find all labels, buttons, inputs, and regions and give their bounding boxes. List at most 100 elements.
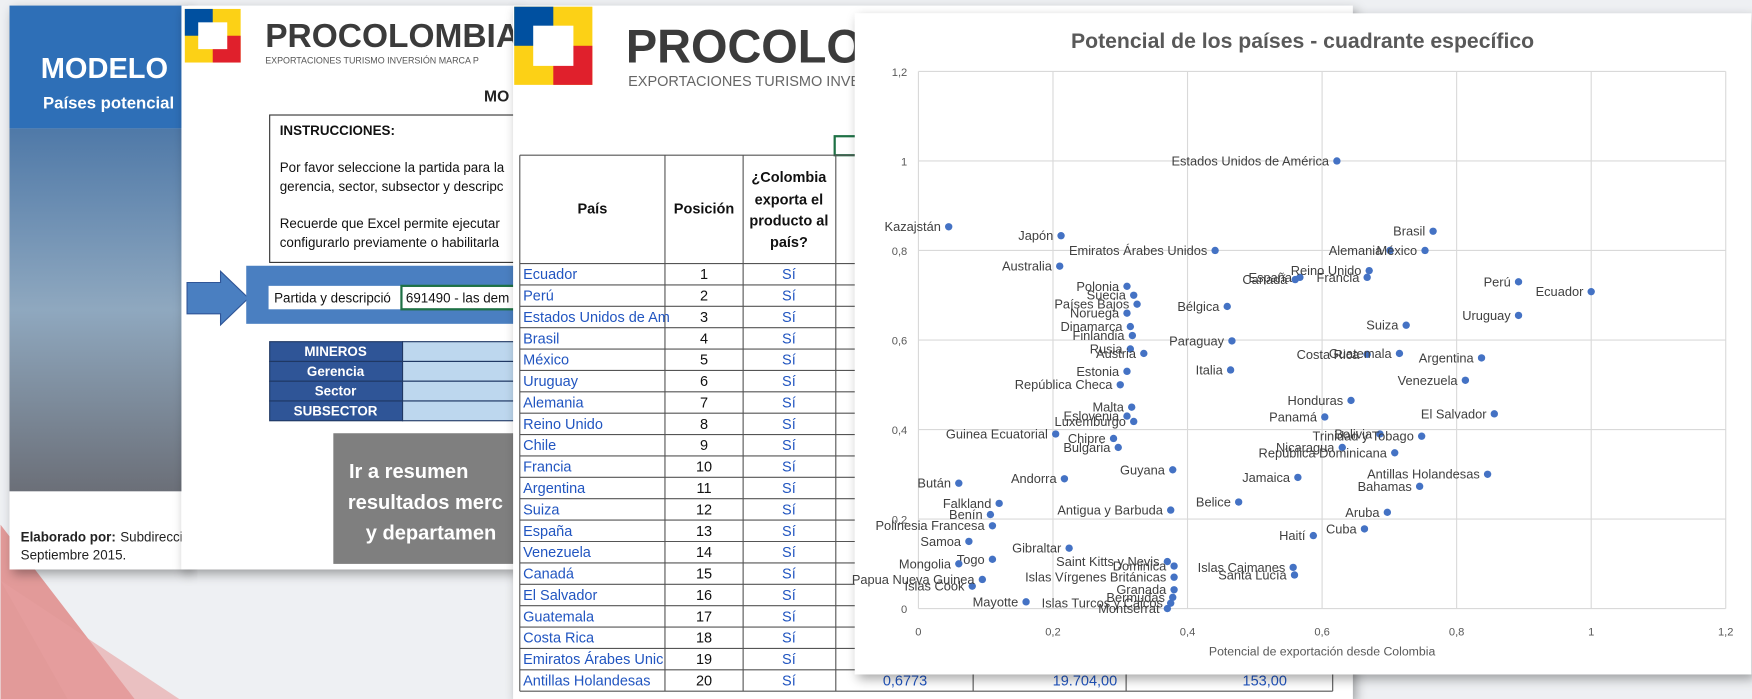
point	[1347, 397, 1354, 404]
point-label: Honduras	[1288, 393, 1344, 408]
point	[1515, 278, 1522, 285]
y-tick-label: 0	[901, 604, 907, 616]
point	[1061, 475, 1068, 482]
point	[1491, 410, 1498, 417]
point-label: Jamaica	[1242, 470, 1291, 485]
instruction-line: INSTRUCCIONES:	[280, 123, 395, 138]
logo-text: PROCOLO	[626, 21, 863, 73]
selector-value[interactable]: 691490 - las dem	[406, 291, 509, 306]
point	[1588, 288, 1595, 295]
country-link[interactable]: Reino Unido	[523, 417, 603, 433]
field-label: MINEROS	[304, 344, 367, 359]
point-label: Brasil	[1393, 224, 1425, 239]
country-link[interactable]: Brasil	[523, 331, 559, 347]
screenshot: MODELOPaíses potencialElaborado por:Subd…	[0, 0, 1752, 699]
point	[1170, 574, 1177, 581]
exports: Sí	[782, 310, 796, 326]
point	[1429, 228, 1436, 235]
point-label: Italia	[1196, 362, 1224, 377]
exports: Sí	[782, 631, 796, 647]
country-link[interactable]: México	[523, 353, 569, 369]
button-text[interactable]: resultados merc	[348, 492, 503, 514]
country-link[interactable]: España	[523, 524, 573, 540]
field-value-cell[interactable]	[403, 342, 517, 362]
country-link[interactable]: Suiza	[523, 502, 560, 518]
point-label: Falkland	[943, 496, 992, 511]
country-link[interactable]: Ecuador	[523, 267, 577, 283]
tagline: EXPORTACIONES TURISMO INVERSIÓN MARCA P	[265, 56, 479, 66]
point	[1117, 381, 1124, 388]
field-value-cell[interactable]	[403, 361, 517, 381]
point	[1227, 366, 1234, 373]
exports: Sí	[782, 481, 796, 497]
position: 10	[696, 460, 712, 476]
point-label: Belice	[1196, 494, 1231, 509]
point	[1130, 292, 1137, 299]
x-tick-label: 0	[915, 626, 921, 638]
position: 19	[696, 652, 712, 668]
point	[1129, 332, 1136, 339]
excel-sheet: PROCOLOMBIAEXPORTACIONES TURISMO INVERSI…	[181, 6, 525, 570]
field-value-cell[interactable]	[403, 401, 517, 421]
x-axis-label: Potencial de exportación desde Colombia	[1209, 644, 1436, 658]
point-label: Emiratos Árabes Unidos	[1069, 243, 1207, 258]
point-label: Mayotte	[973, 594, 1019, 609]
exports: Sí	[782, 524, 796, 540]
position: 16	[696, 588, 712, 604]
point	[1515, 312, 1522, 319]
position: 5	[700, 353, 708, 369]
country-link[interactable]: El Salvador	[523, 588, 597, 604]
point-label: Polinesia Francesa	[876, 518, 986, 533]
point-label: Guatemala	[1329, 346, 1393, 361]
point-label: Antigua y Barbuda	[1057, 503, 1163, 518]
country-link[interactable]: Uruguay	[523, 374, 579, 390]
position: 2	[700, 289, 708, 305]
country-link[interactable]: Antillas Holandesas	[523, 673, 650, 689]
point	[1133, 301, 1140, 308]
point	[1363, 274, 1370, 281]
position: 17	[696, 609, 712, 625]
slide-title: MODELO	[41, 53, 168, 85]
exports: Sí	[782, 438, 796, 454]
slide-photo	[10, 128, 189, 491]
point	[1052, 430, 1059, 437]
point-label: Gibraltar	[1012, 541, 1062, 556]
point	[1164, 605, 1171, 612]
position: 11	[697, 481, 712, 497]
position: 15	[696, 567, 712, 583]
button-text[interactable]: Ir a resumen	[349, 461, 468, 483]
field-value-cell[interactable]	[403, 381, 517, 401]
heading: MO	[484, 89, 509, 106]
point-label: Guyana	[1120, 462, 1166, 477]
x-tick-label: 0,8	[1449, 626, 1465, 638]
x-tick-label: 0,6	[1314, 626, 1330, 638]
position: 6	[700, 374, 708, 390]
country-link[interactable]: Perú	[523, 289, 554, 305]
point	[987, 511, 994, 518]
point	[1056, 262, 1063, 269]
point	[1391, 449, 1398, 456]
field-label: SUBSECTOR	[294, 403, 378, 418]
point	[1123, 368, 1130, 375]
country-link[interactable]: Argentina	[523, 481, 586, 497]
point-label: Papua Nueva Guinea	[852, 572, 976, 587]
point	[1167, 506, 1174, 513]
slide-subtitle: Países potencial	[43, 93, 174, 112]
country-link[interactable]: Francia	[523, 460, 572, 476]
table-header: ¿Colombia	[751, 170, 827, 186]
country-link[interactable]: Chile	[523, 438, 556, 454]
point	[1321, 413, 1328, 420]
country-link[interactable]: Estados Unidos de Am	[523, 310, 670, 326]
point	[1361, 525, 1368, 532]
country-link[interactable]: Canadá	[523, 567, 575, 583]
point	[955, 480, 962, 487]
country-link[interactable]: Emiratos Árabes Unic	[523, 651, 663, 668]
button-text[interactable]: y departamen	[366, 522, 497, 544]
point	[1289, 564, 1296, 571]
country-link[interactable]: Venezuela	[523, 545, 592, 561]
point	[945, 223, 952, 230]
country-link[interactable]: Guatemala	[523, 609, 595, 625]
position: 20	[696, 673, 712, 689]
country-link[interactable]: Alemania	[523, 395, 584, 411]
country-link[interactable]: Costa Rica	[523, 631, 595, 647]
